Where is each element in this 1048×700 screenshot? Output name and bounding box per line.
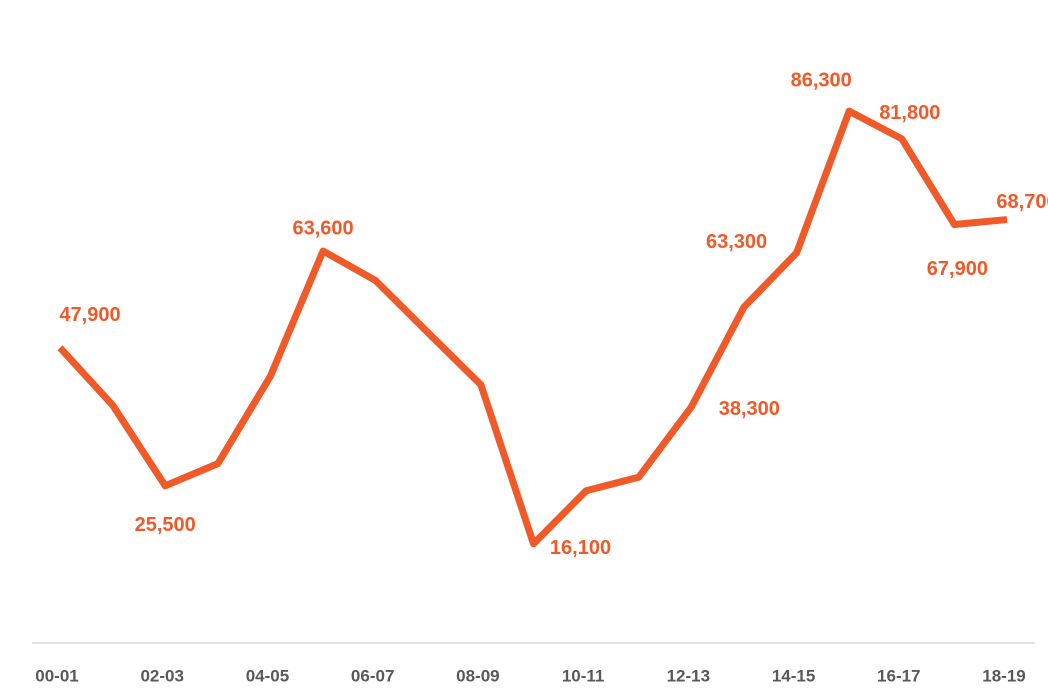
x-tick-label: 16-17	[877, 666, 920, 685]
x-tick-label: 10-11	[562, 666, 605, 685]
x-tick-label: 06-07	[351, 666, 394, 685]
data-label: 86,300	[791, 69, 852, 91]
data-label: 38,300	[719, 398, 780, 420]
x-tick-label: 18-19	[982, 666, 1025, 685]
x-tick-label: 04-05	[246, 666, 289, 685]
x-tick-label: 08-09	[456, 666, 499, 685]
data-label: 25,500	[135, 514, 196, 536]
data-label: 67,900	[927, 258, 988, 280]
data-label: 81,800	[879, 102, 940, 124]
data-label: 16,100	[550, 537, 611, 559]
x-tick-label: 00-01	[35, 666, 78, 685]
x-tick-label: 02-03	[140, 666, 183, 685]
data-label: 63,300	[706, 231, 767, 253]
data-label: 68,700	[996, 191, 1048, 213]
line	[57, 107, 1008, 548]
x-tick-label: 12-13	[667, 666, 710, 685]
data-label: 47,900	[59, 304, 120, 326]
x-tick-label: 14-15	[772, 666, 815, 685]
data-label: 63,600	[292, 217, 353, 239]
